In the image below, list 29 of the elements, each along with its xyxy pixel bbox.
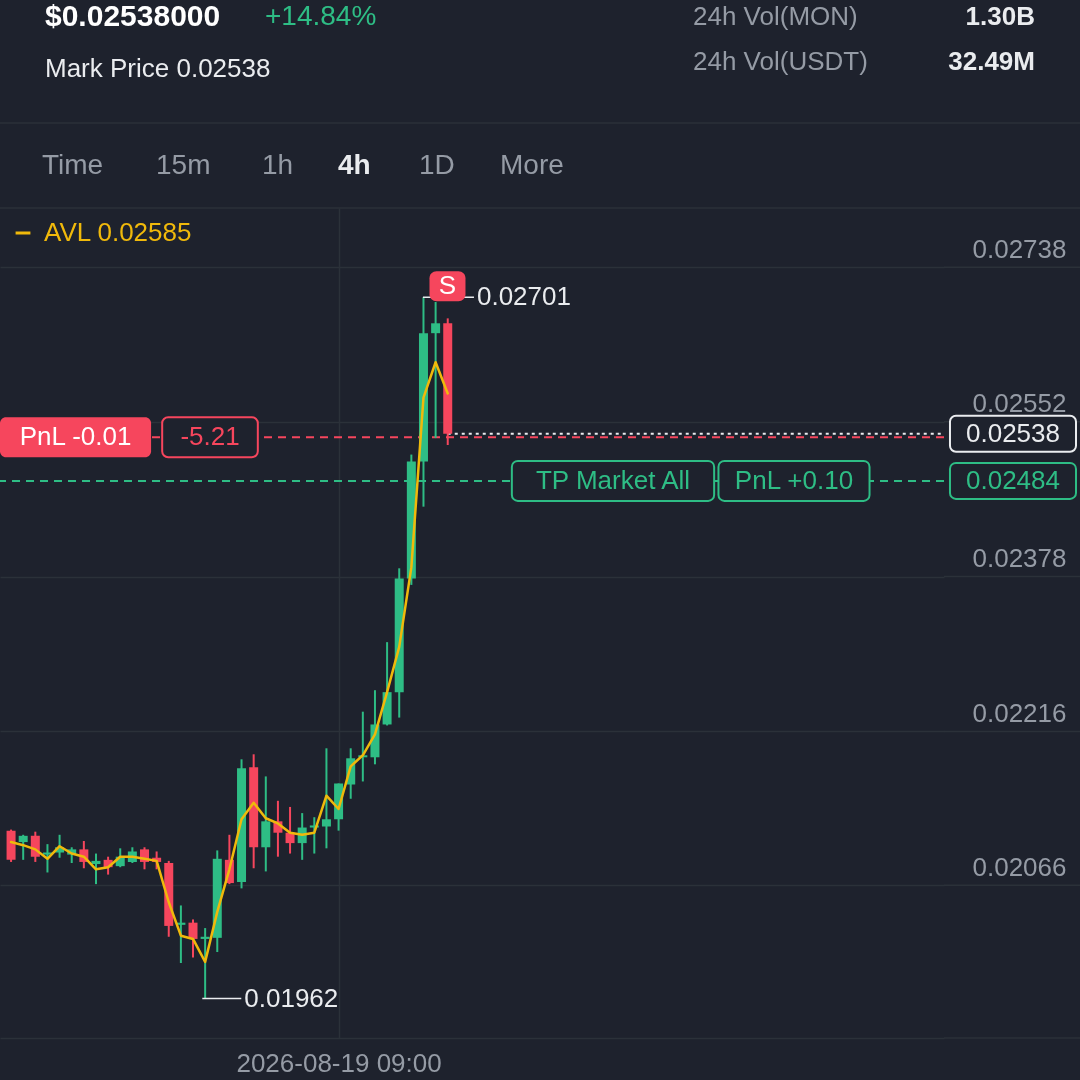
- ref-line-label: 0.02538: [966, 417, 1060, 448]
- y-tick-label: 0.02066: [972, 851, 1067, 882]
- chart-subtitle: Mark Price 0.02538: [45, 53, 271, 83]
- annotation: 0.01962: [244, 982, 339, 1013]
- text: 1h: [262, 149, 294, 180]
- text: 4h: [338, 149, 371, 180]
- text: 1.30B: [965, 1, 1035, 31]
- text: Time: [42, 149, 104, 180]
- x-tick-label: 2026-08-19 09:00: [236, 1047, 442, 1078]
- text: 15m: [156, 149, 211, 180]
- annotation: -5.21: [180, 421, 240, 452]
- text: 24h Vol(MON): [693, 1, 858, 31]
- y-tick-label: 0.02552: [972, 388, 1067, 419]
- legend-label: AVL 0.02585: [44, 217, 192, 247]
- ref-line-label: 0.02484: [966, 464, 1060, 495]
- y-tick-label: 0.02738: [972, 233, 1067, 264]
- text: More: [500, 149, 564, 180]
- text: 1D: [419, 149, 455, 180]
- annotation: 0.02701: [476, 281, 571, 312]
- y-tick-label: 0.02216: [972, 697, 1067, 728]
- y-tick-label: 0.02378: [972, 543, 1067, 574]
- annotation: TP Market All: [535, 464, 691, 495]
- text: 32.49M: [948, 46, 1035, 76]
- annotation: S: [438, 270, 457, 301]
- text: 24h Vol(USDT): [693, 46, 868, 76]
- annotation: PnL +0.10: [734, 464, 854, 495]
- text: +14.84%: [265, 0, 377, 31]
- ref-line-label: PnL -0.01: [19, 421, 132, 452]
- chart-title: $0.02538000: [45, 0, 221, 32]
